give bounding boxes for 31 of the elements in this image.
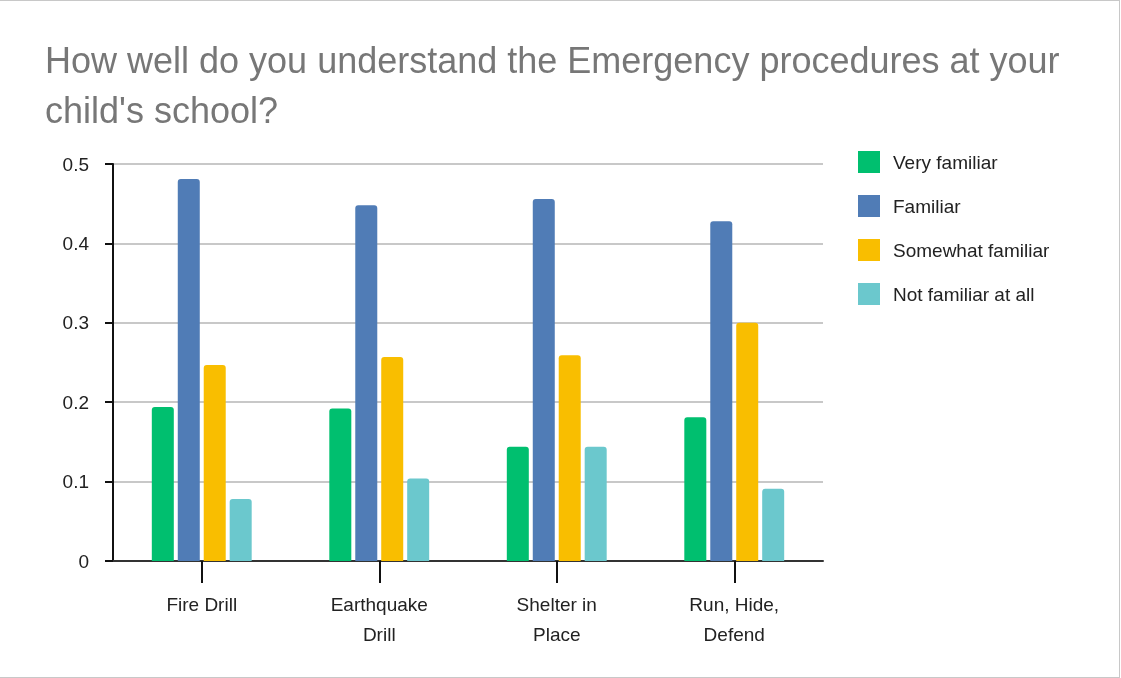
bar (584, 446, 607, 561)
bar (229, 499, 252, 561)
bar (355, 205, 378, 561)
bar (710, 221, 733, 561)
y-tick-label: 0.1 (62, 471, 89, 493)
legend-label: Not familiar at all (893, 283, 1035, 305)
bar (177, 179, 200, 561)
bar (684, 417, 707, 561)
y-tick-label: 0.4 (62, 232, 90, 254)
bar (381, 356, 404, 561)
x-tick-label: Fire Drill (166, 593, 238, 615)
x-tick-label: Run, Hide, Defend (689, 593, 780, 645)
y-tick-label: 0.5 (62, 153, 89, 175)
bar (736, 322, 759, 561)
bar (329, 408, 352, 561)
y-tick-label: 0.3 (62, 312, 89, 334)
bar (203, 364, 226, 561)
bar (558, 355, 581, 561)
bar (532, 198, 555, 561)
x-tick-label: Earthquake Drill (330, 593, 428, 645)
legend-label: Familiar (893, 195, 962, 217)
chart-title: How well do you understand the Emergency procedures at your child's school? (45, 39, 1070, 131)
bar (762, 488, 785, 561)
y-tick-label: 0 (78, 550, 89, 572)
bar (506, 446, 529, 561)
bar (151, 406, 174, 561)
bar (407, 478, 430, 561)
legend-label: Very familiar (893, 151, 999, 173)
legend-label: Somewhat familiar (893, 239, 1050, 261)
x-tick-label: Shelter in Place (516, 593, 597, 645)
y-tick-label: 0.2 (62, 391, 89, 413)
